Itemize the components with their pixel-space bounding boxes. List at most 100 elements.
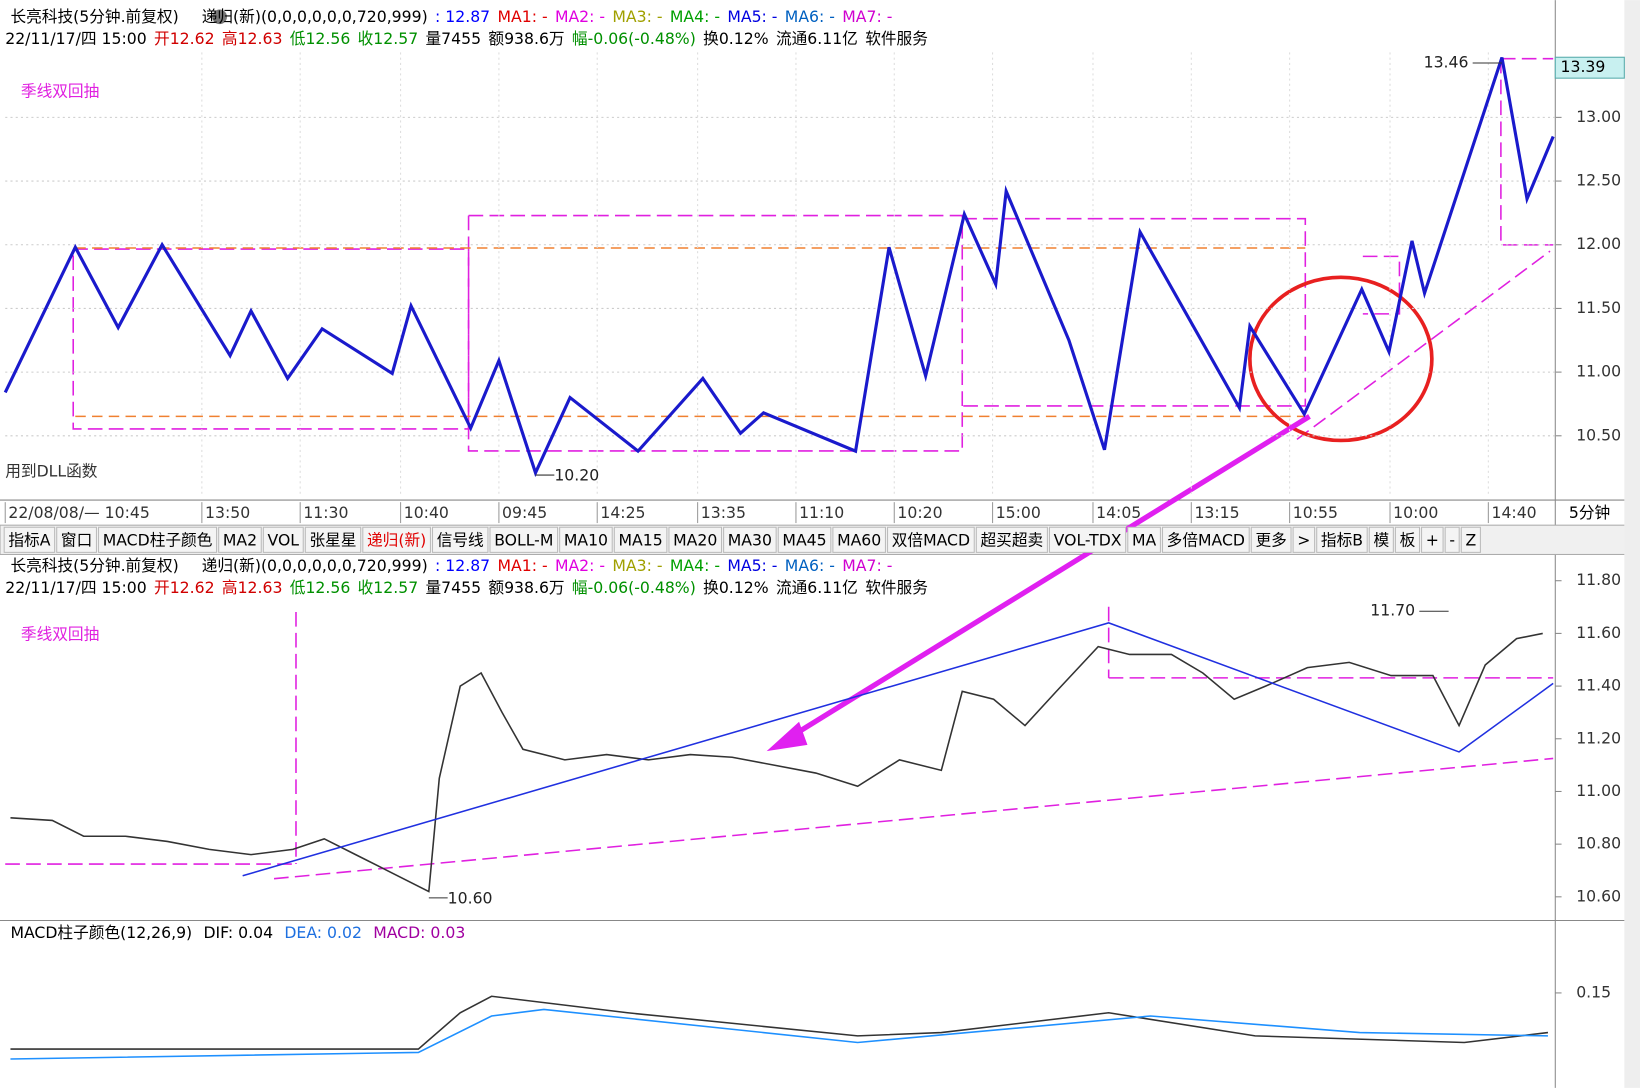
toolbar-button[interactable]: + <box>1421 526 1444 553</box>
header-item: 收12.57 <box>358 28 419 47</box>
annotation-label: 10.20 <box>554 466 599 485</box>
x-tick-label: 10:55 <box>1293 503 1338 522</box>
header-item: 高12.63 <box>222 28 283 47</box>
toolbar-button[interactable]: 窗口 <box>56 526 97 553</box>
toolbar-button[interactable]: MA45 <box>777 526 832 553</box>
toolbar-button[interactable]: 张星星 <box>304 526 362 553</box>
button-bg <box>1048 526 1127 553</box>
button-label: 张星星 <box>310 530 357 549</box>
toolbar-button[interactable]: Z <box>1460 526 1481 553</box>
toolbar-button[interactable]: > <box>1292 526 1316 553</box>
button-bg <box>832 526 886 553</box>
button-label: Z <box>1465 530 1476 549</box>
y-tick-label: 11.00 <box>1576 362 1621 381</box>
button-label: 板 <box>1400 530 1416 549</box>
toolbar-button[interactable]: MA30 <box>723 526 777 553</box>
orange-levels <box>75 247 1306 418</box>
header-item: MA6: - <box>785 6 835 25</box>
button-bg <box>1394 526 1421 553</box>
header-row: 22/11/17/四 15:00 开12.62 高12.63 低12.56 收12.57… <box>5 577 928 596</box>
header-item: MA6: - <box>785 555 835 574</box>
x-tick-label: 14:05 <box>1096 503 1141 522</box>
button-bg <box>777 526 832 553</box>
y-tick-label: 0.15 <box>1576 982 1611 1001</box>
strategy-label: 季线双回抽 <box>21 82 99 101</box>
button-label: 模 <box>1373 530 1389 549</box>
header-item: 22/11/17/四 15:00 <box>5 28 146 47</box>
button-bg <box>362 526 431 553</box>
toolbar-button[interactable]: VOL <box>262 526 304 553</box>
toolbar-button[interactable]: 递归(新) <box>362 526 431 553</box>
header-row: 长亮科技(5分钟.前复权) 递归(新)(0,0,0,0,0,0,720,999):… <box>10 555 892 574</box>
header-item: MA7: - <box>842 6 892 25</box>
button-bg <box>1316 526 1368 553</box>
toolbar-button[interactable]: BOLL-M <box>489 526 559 553</box>
header-item: 收12.57 <box>358 577 419 596</box>
toolbar-button[interactable]: VOL-TDX <box>1048 526 1127 553</box>
annotation-label: 10.60 <box>448 888 493 907</box>
y-tick-label: 11.40 <box>1576 676 1621 695</box>
toolbar-button[interactable]: MA2 <box>218 526 262 553</box>
header-item: 低12.56 <box>290 577 351 596</box>
header-item: 长亮科技(5分钟.前复权) <box>10 6 178 25</box>
header-item: MA7: - <box>842 555 892 574</box>
button-bg <box>887 526 975 553</box>
button-bg <box>432 526 489 553</box>
toolbar-button[interactable]: 板 <box>1394 526 1421 553</box>
y-tick-label: 12.00 <box>1576 234 1621 253</box>
toolbar-button[interactable]: MA <box>1127 526 1161 553</box>
series-line <box>10 1008 1548 1060</box>
toolbar-button[interactable]: 更多 <box>1250 526 1292 553</box>
y-tick-label: 13.00 <box>1576 107 1621 126</box>
header-item: MA5: - <box>727 6 777 25</box>
x-tick-label: 14:25 <box>600 503 645 522</box>
period-label: 5分钟 <box>1569 503 1610 522</box>
y-tick-label: 11.00 <box>1576 781 1621 800</box>
header-item: 软件服务 <box>865 577 928 596</box>
header-item: 流通6.11亿 <box>776 577 858 596</box>
button-label: 指标A <box>8 530 50 549</box>
button-bg <box>1161 526 1250 553</box>
scrollbar <box>1624 0 1640 1088</box>
button-label: MA2 <box>223 530 257 549</box>
toolbar-button[interactable]: MA10 <box>559 526 613 553</box>
button-bg <box>1421 526 1444 553</box>
toolbar-button[interactable]: 指标B <box>1316 526 1368 553</box>
y-tick-label: 11.50 <box>1576 298 1621 317</box>
toolbar-button[interactable]: 超买超卖 <box>975 526 1048 553</box>
toolbar-button[interactable]: 多倍MACD <box>1161 526 1250 553</box>
x-tick-label: 10:00 <box>1393 503 1438 522</box>
toolbar-button[interactable]: 模 <box>1368 526 1394 553</box>
button-label: 双倍MACD <box>892 530 970 549</box>
price-box <box>1554 56 1625 79</box>
header-item: 流通6.11亿 <box>776 28 858 47</box>
header-item: MA1: - <box>497 6 547 25</box>
toolbar-button[interactable]: - <box>1444 526 1460 553</box>
header-item: 量7455 <box>426 28 482 47</box>
header-item: 额938.6万 <box>488 28 564 47</box>
pink-arrow <box>766 414 1311 752</box>
button-label: MA30 <box>728 530 772 549</box>
toolbar-button[interactable]: MACD柱子颜色 <box>98 526 218 553</box>
button-bg <box>304 526 362 553</box>
series-line <box>242 622 1554 877</box>
x-tick-label: 10:20 <box>897 503 942 522</box>
x-tick-label: 11:10 <box>799 503 844 522</box>
button-bg <box>1444 526 1460 553</box>
toolbar-button[interactable]: MA15 <box>613 526 668 553</box>
series-line <box>10 995 1549 1050</box>
header-item: MA4: - <box>670 555 720 574</box>
y-tick-label: 10.60 <box>1576 886 1621 905</box>
button-label: MA60 <box>837 530 881 549</box>
toolbar-button[interactable]: MA20 <box>668 526 723 553</box>
x-tick-label: 15:00 <box>996 503 1041 522</box>
toolbar-button[interactable]: 信号线 <box>432 526 489 553</box>
toolbar-button[interactable]: MA60 <box>832 526 886 553</box>
button-bg <box>975 526 1048 553</box>
x-tick-label: 10:40 <box>404 503 449 522</box>
toolbar-button[interactable]: 双倍MACD <box>887 526 975 553</box>
y-tick-label: 11.80 <box>1576 570 1621 589</box>
button-label: MA20 <box>673 530 717 549</box>
toolbar-button[interactable]: 指标A <box>3 526 56 553</box>
button-bg <box>1292 526 1316 553</box>
